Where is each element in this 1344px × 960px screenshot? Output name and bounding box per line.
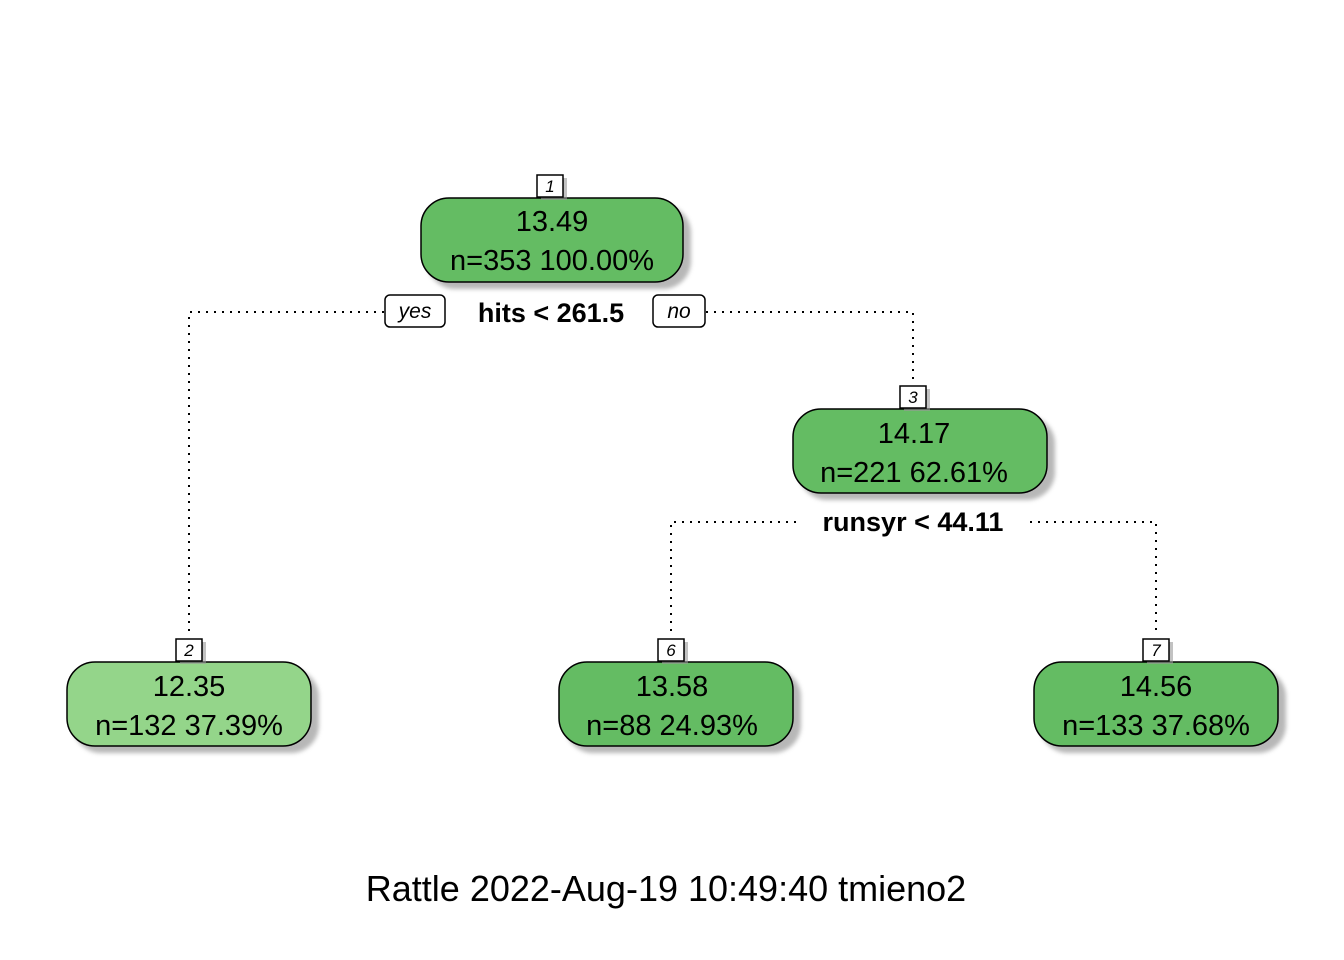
node-value: 14.56 [1120, 671, 1193, 703]
split-label-node-3: runsyr < 44.11 [823, 507, 1004, 537]
node-stats: n=353 100.00% [450, 245, 654, 277]
node-id-box [899, 385, 927, 409]
tree-node-2: 2 12.35 n=132 37.39% [66, 638, 319, 753]
tree-node-6: 6 13.58 n=88 24.93% [558, 638, 801, 753]
node-stats: n=221 62.61% [820, 457, 1008, 489]
tree-edges [188, 311, 1157, 636]
svg-text:no: no [667, 300, 691, 323]
node-id: 7 [1151, 641, 1161, 660]
node-id: 3 [908, 388, 918, 407]
split-label-root: hits < 261.5 [478, 298, 624, 328]
node-id-box [657, 638, 685, 662]
split-label-bg [800, 505, 1026, 539]
node-value: 13.49 [516, 206, 589, 238]
edge-1-to-3 [706, 311, 914, 384]
node-value: 12.35 [153, 671, 226, 703]
tree-node-1: 1 13.49 n=353 100.00% [420, 174, 691, 289]
branch-tag-yes: yes [384, 294, 446, 328]
node-stats: n=132 37.39% [95, 710, 283, 742]
caption: Rattle 2022-Aug-19 10:49:40 tmieno2 [366, 868, 966, 909]
split-label-bg [458, 296, 644, 330]
node-value: 14.17 [878, 418, 951, 450]
node-id: 6 [666, 641, 676, 660]
split-root: hits < 261.5 yes no [384, 294, 706, 330]
tree-node-7: 7 14.56 n=133 37.68% [1033, 638, 1286, 753]
branch-tag-no: no [652, 294, 706, 328]
edge-3-to-7 [1022, 521, 1157, 636]
node-id-box [536, 174, 564, 198]
node-id-box [175, 638, 203, 662]
node-stats: n=133 37.68% [1062, 710, 1250, 742]
split-node-3: runsyr < 44.11 [800, 505, 1026, 539]
edge-3-to-6 [670, 521, 804, 636]
tree-node-3: 3 14.17 n=221 62.61% [792, 385, 1055, 500]
node-stats: n=88 24.93% [586, 710, 758, 742]
node-id: 2 [183, 641, 194, 660]
edge-1-to-2 [188, 311, 384, 636]
svg-text:yes: yes [397, 300, 432, 323]
node-id: 1 [545, 177, 554, 196]
node-id-box [1142, 638, 1170, 662]
node-value: 13.58 [636, 671, 709, 703]
